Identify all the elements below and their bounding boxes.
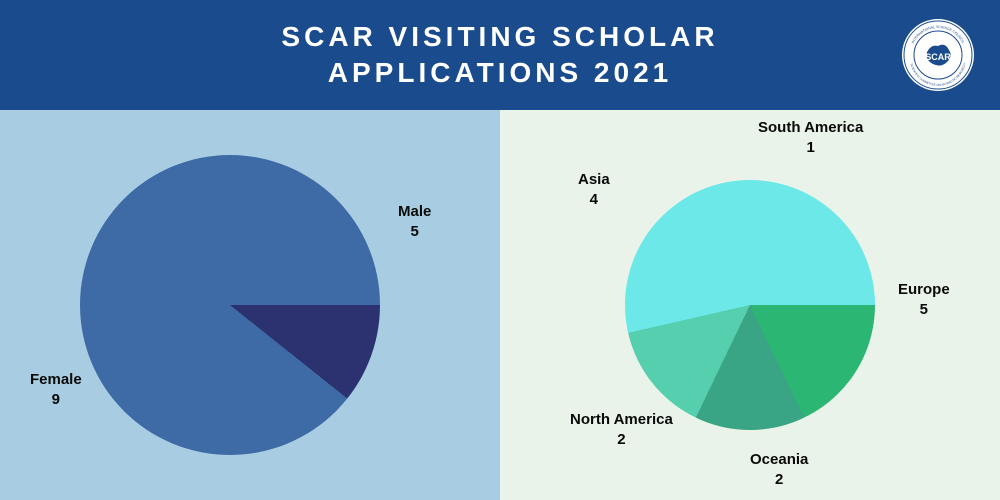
gender-label-1: Female9 <box>30 370 82 409</box>
title-line-1: SCAR VISITING SCHOLAR <box>281 21 718 52</box>
page-title: SCAR VISITING SCHOLAR APPLICATIONS 2021 <box>281 19 718 92</box>
title-line-2: APPLICATIONS 2021 <box>328 57 672 88</box>
scar-logo: SCAR INTERNATIONAL SCIENCE COUNCIL SCIEN… <box>901 18 975 92</box>
region-label-1: Europe5 <box>898 280 950 319</box>
region-pie-chart <box>625 180 875 430</box>
scar-logo-svg: SCAR INTERNATIONAL SCIENCE COUNCIL SCIEN… <box>901 18 975 92</box>
region-label-4: Asia4 <box>578 170 610 209</box>
gender-panel: Male5 Female9 <box>0 110 500 500</box>
svg-text:SCAR: SCAR <box>925 52 951 62</box>
region-pie <box>625 180 875 430</box>
region-label-3: North America2 <box>570 410 673 449</box>
region-label-0: South America1 <box>758 118 863 157</box>
gender-pie <box>80 155 380 455</box>
region-label-2: Oceania2 <box>750 450 808 489</box>
gender-label-0: Male5 <box>398 202 431 241</box>
gender-pie-chart <box>80 155 380 455</box>
header: SCAR VISITING SCHOLAR APPLICATIONS 2021 … <box>0 0 1000 110</box>
chart-panels: Male5 Female9 South America1 Europe5 Oceani… <box>0 110 1000 500</box>
region-panel: South America1 Europe5 Oceania2 North Ameri… <box>500 110 1000 500</box>
